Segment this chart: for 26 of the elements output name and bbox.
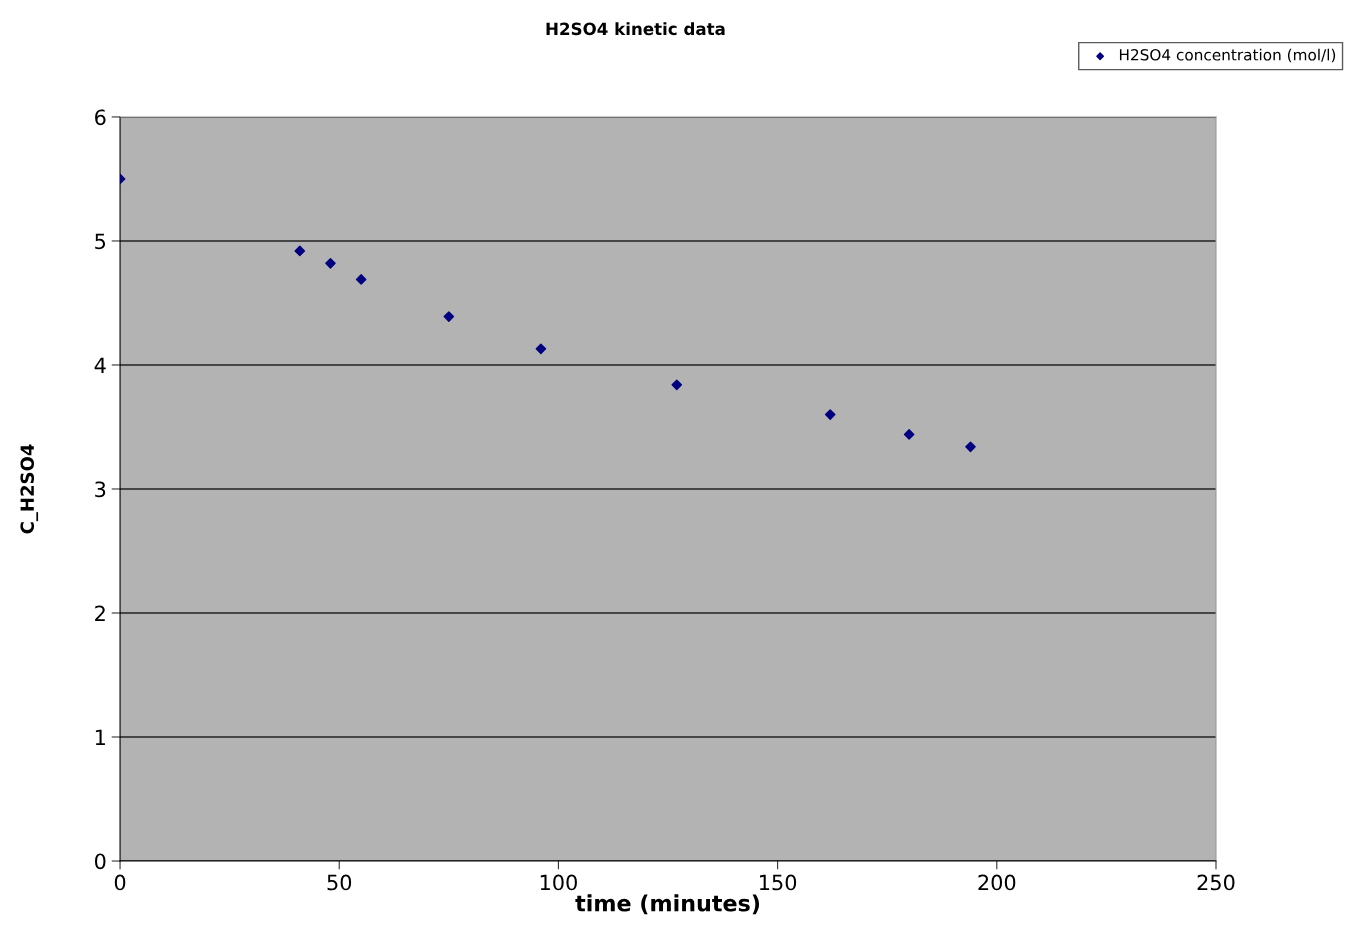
x-axis-title: time (minutes) bbox=[575, 894, 760, 915]
legend-label: H2SO4 concentration (mol/l) bbox=[1119, 48, 1336, 63]
point bbox=[903, 429, 915, 440]
y-tick-label: 1 bbox=[95, 729, 105, 745]
x-tick-label: 200 bbox=[978, 874, 1016, 891]
y-tick-label: 0 bbox=[94, 853, 106, 870]
y-tick-label: 3 bbox=[95, 481, 106, 498]
y-tick-label: 6 bbox=[95, 109, 106, 126]
y-tick-label: 2 bbox=[95, 605, 105, 621]
x-tick-label: 100 bbox=[540, 874, 577, 891]
point bbox=[294, 245, 306, 257]
point bbox=[671, 379, 683, 391]
point bbox=[355, 274, 367, 285]
x-tick-label: 250 bbox=[1197, 874, 1235, 891]
y-tick-label: 4 bbox=[94, 357, 106, 373]
point bbox=[443, 311, 455, 322]
point bbox=[824, 409, 836, 420]
point bbox=[325, 257, 336, 269]
point bbox=[965, 441, 976, 453]
chart-title: H2SO4 kinetic data bbox=[546, 22, 725, 36]
y-tick-label: 5 bbox=[95, 233, 106, 250]
y-axis-title: C_H2SO4 bbox=[20, 444, 39, 534]
x-tick-label: 0 bbox=[114, 874, 126, 891]
x-tick-label: 50 bbox=[327, 874, 352, 891]
point bbox=[535, 343, 547, 355]
x-tick-label: 150 bbox=[760, 874, 797, 891]
